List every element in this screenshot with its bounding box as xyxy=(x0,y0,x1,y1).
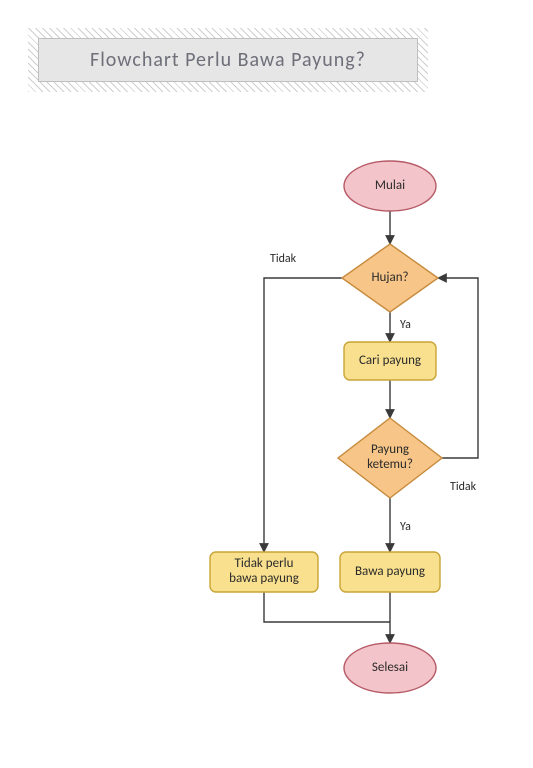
edge-e7 xyxy=(438,278,478,458)
edge-e8 xyxy=(264,592,390,622)
node-start xyxy=(344,161,436,211)
node-ketemu xyxy=(338,418,442,498)
node-hujan xyxy=(342,244,438,312)
edge-e6 xyxy=(264,278,342,552)
node-tidak xyxy=(210,552,318,592)
node-end xyxy=(344,643,436,693)
node-bawa xyxy=(340,552,440,592)
flowchart-canvas xyxy=(0,0,533,768)
node-cari xyxy=(344,342,436,380)
